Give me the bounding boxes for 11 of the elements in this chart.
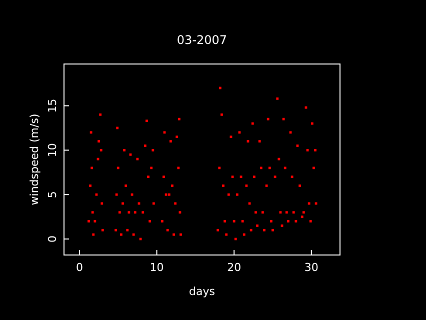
chart-title: 03-2007 (176, 33, 228, 47)
y-tick-label: 10 (46, 143, 59, 158)
y-axis-title: windspeed (m/s) (28, 114, 41, 206)
y-tick-label: 0 (46, 236, 59, 243)
x-tick-label: 0 (76, 261, 83, 274)
y-tick-label: 5 (46, 191, 59, 198)
x-tick-label: 30 (304, 261, 318, 274)
y-tick-label: 15 (46, 98, 59, 113)
x-tick-label: 10 (150, 261, 164, 274)
x-axis-title: days (189, 285, 216, 298)
x-tick-label: 20 (227, 261, 242, 274)
